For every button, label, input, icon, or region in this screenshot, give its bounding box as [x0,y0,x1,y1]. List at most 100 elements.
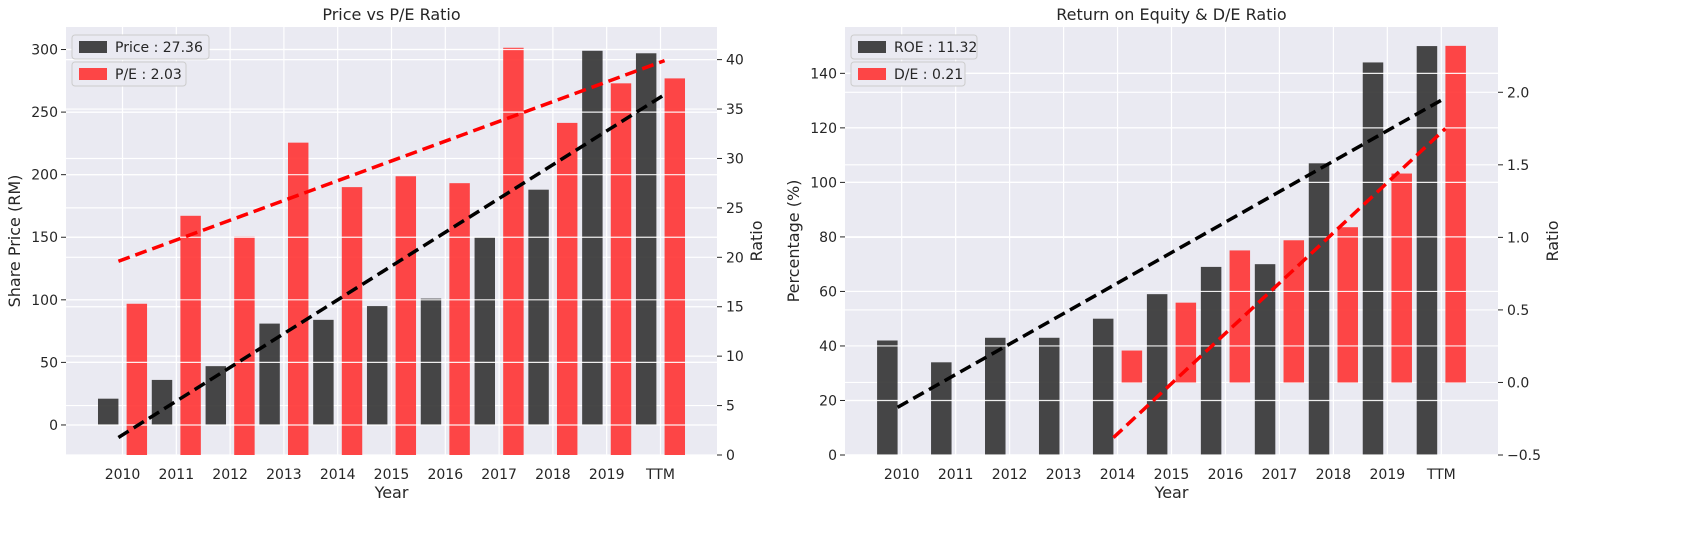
tick-label-x: 2010 [884,467,920,483]
bar-pe [180,215,201,455]
trend-line-left [896,96,1447,409]
bar-pe [449,183,470,455]
x-axis-label: Year [1154,483,1189,502]
tick-label-x: 2014 [1100,467,1136,483]
legend-swatch [858,41,886,53]
tick-label-right: 1.0 [1507,230,1529,246]
tick-label-left: 20 [819,393,837,409]
tick-label-left: 250 [31,105,58,121]
bar-de [1121,350,1143,383]
tick-label-right: 35 [726,102,744,118]
y-axis-label: Percentage (%) [784,180,803,303]
tick-label-left: 140 [810,66,837,82]
tick-label-right: 1.5 [1507,158,1529,174]
bar-price [366,306,388,425]
legend-swatch [79,41,107,53]
tick-label-x: 2019 [1370,467,1406,483]
bar-price [151,379,173,425]
tick-label-x: 2015 [374,467,410,483]
tick-label-right: 0.0 [1507,375,1529,391]
bar-pe [556,122,578,455]
tick-label-x: 2013 [266,467,302,483]
tick-label-right: 40 [726,53,744,69]
bar-pe [287,142,309,455]
tick-label-right: 25 [726,201,744,217]
tick-label-left: 40 [819,339,837,355]
trend-line-right [1112,127,1447,439]
tick-label-x: 2019 [589,467,625,483]
chart-title: Return on Equity & D/E Ratio [1056,5,1286,24]
bar-roe [1362,62,1384,456]
tick-label-right: 20 [726,250,744,266]
tick-label-x: 2015 [1154,467,1190,483]
bar-price [313,319,334,425]
tick-label-left: 0 [828,448,837,464]
legend-label: P/E : 2.03 [115,67,182,83]
chart-2: 0 20 40 60 80 100 120 140 −0.5 0.0 0.5 1.0 1.5 2.0 201… [784,5,1562,502]
tick-label-right: 5 [726,399,735,415]
bar-price [259,323,280,425]
tick-label-x: 2016 [427,467,463,483]
bar-price [635,53,657,425]
legend-swatch [79,68,107,80]
legend-label: D/E : 0.21 [894,67,963,83]
bar-de [1445,45,1466,383]
tick-label-right: −0.5 [1507,448,1541,464]
bar-roe [1308,163,1330,455]
bar-de [1337,227,1358,383]
tick-label-x: 2017 [1262,467,1298,483]
tick-label-x: 2012 [212,467,248,483]
bar-price [97,398,119,425]
tick-label-x: 2013 [1046,467,1082,483]
bar-roe [1038,337,1060,455]
tick-label-right: 10 [726,349,744,365]
bar-de [1175,302,1197,383]
tick-label-left: 300 [31,43,58,59]
bar-roe [1200,266,1222,455]
tick-label-right: 0.5 [1507,303,1529,319]
legend-label: ROE : 11.32 [894,40,977,56]
bar-roe [1146,294,1168,455]
bar-price [582,50,603,425]
tick-label-left: 80 [819,230,837,246]
bar-price [420,298,442,425]
tick-label-left: 120 [810,121,837,137]
tick-label-right: 15 [726,300,744,316]
tick-label-left: 100 [31,293,58,309]
tick-label-x: 2011 [158,467,194,483]
x-axis-label: Year [374,483,409,502]
bar-roe [1092,318,1114,455]
bar-roe [877,340,898,455]
chart-title: Price vs P/E Ratio [322,5,460,24]
tick-label-x: 2017 [481,467,517,483]
bar-roe [1254,264,1276,455]
bar-de [1391,173,1412,383]
y-axis-label-right: Ratio [747,220,766,261]
bar-pe [503,47,524,455]
bar-pe [341,187,363,455]
bar-roe [1416,46,1438,456]
tick-label-left: 50 [40,355,58,371]
bar-roe [985,337,1006,455]
tick-label-x: 2016 [1208,467,1244,483]
trend-line-right [117,58,666,263]
tick-label-left: 200 [31,168,58,184]
bar-pe [610,83,632,456]
bar-de [1229,250,1251,383]
chart-1: 0 50 100 150 200 250 300 0 5 10 15 20 25 30 35 40 2010 20… [5,5,766,502]
tick-label-x: 2011 [938,467,974,483]
tick-label-left: 0 [49,418,58,434]
tick-label-right: 30 [726,151,744,167]
bar-price [528,189,549,425]
tick-label-x: 2010 [105,467,141,483]
tick-label-left: 150 [31,230,58,246]
y-axis-label: Share Price (RM) [5,175,24,308]
tick-label-x: 2018 [1316,467,1352,483]
bar-pe [395,176,417,455]
tick-label-x: 2014 [320,467,356,483]
bar-pe [126,303,148,455]
y-axis-label-right: Ratio [1543,220,1562,261]
tick-label-x: 2018 [535,467,571,483]
tick-label-left: 100 [810,175,837,191]
